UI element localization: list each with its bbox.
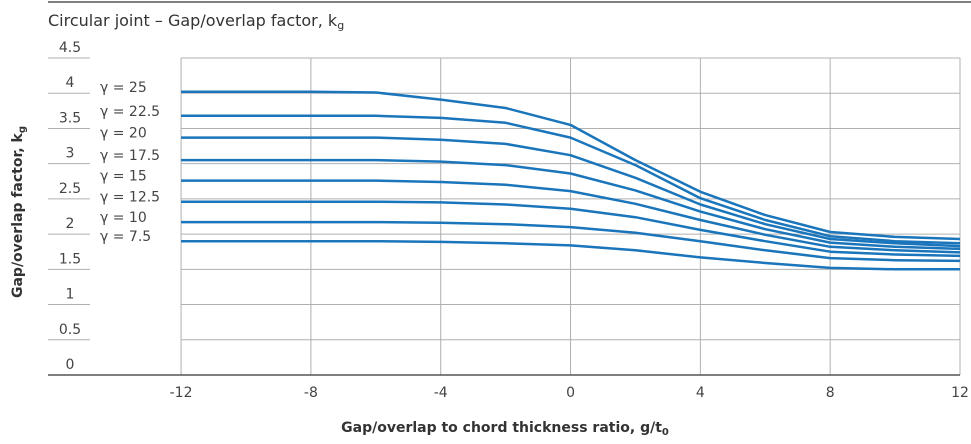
x-tick-label: 4 [696,385,705,401]
y-axis-label: Gap/overlap factor, kg [10,126,28,298]
series-label: γ = 10 [100,210,147,226]
x-tick-label: 8 [826,385,835,401]
x-tick-label: -4 [434,385,448,401]
y-tick-label: 2 [66,216,75,232]
series-line [181,220,961,263]
series-line [181,114,961,245]
title-text: Circular joint – Gap/overlap factor, k [48,11,338,30]
series-line [181,136,961,248]
series-line [181,179,961,254]
x-tick-label: -12 [170,385,193,401]
x-label-text: Gap/overlap to chord thickness ratio, g/… [341,420,662,436]
x-tick-label: 12 [951,385,969,401]
y-tick-label: 1 [66,287,75,303]
series-label: γ = 25 [100,80,147,96]
series-label: γ = 20 [100,126,147,142]
y-tick-label: 3 [66,146,75,162]
y-tick-label: 4.5 [59,40,81,56]
series-label: γ = 12.5 [100,190,160,206]
title-subscript: g [337,19,344,32]
series-line [181,158,961,251]
y-tick-label: 3.5 [59,110,81,126]
y-tick-label: 1.5 [59,251,81,267]
series-line [181,200,961,258]
y-tick-label: 2.5 [59,181,81,197]
series-line [181,239,960,271]
y-label-subscript: g [17,126,28,133]
series-label: γ = 7.5 [100,229,151,245]
series-label: γ = 15 [100,169,147,185]
series-label: γ = 17.5 [100,148,160,164]
x-label-subscript: 0 [662,427,669,438]
chart-title: Circular joint – Gap/overlap factor, kg [48,11,344,33]
series-label: γ = 22.5 [100,104,160,120]
y-tick-label: 4 [66,75,75,91]
x-axis-label: Gap/overlap to chord thickness ratio, g/… [341,420,669,438]
x-tick-label: -8 [304,385,318,401]
x-tick-label: 0 [566,385,575,401]
series-line [181,90,961,241]
y-tick-label: 0.5 [59,322,81,338]
y-tick-label: 0 [66,357,75,373]
y-label-text: Gap/overlap factor, k [10,132,26,298]
